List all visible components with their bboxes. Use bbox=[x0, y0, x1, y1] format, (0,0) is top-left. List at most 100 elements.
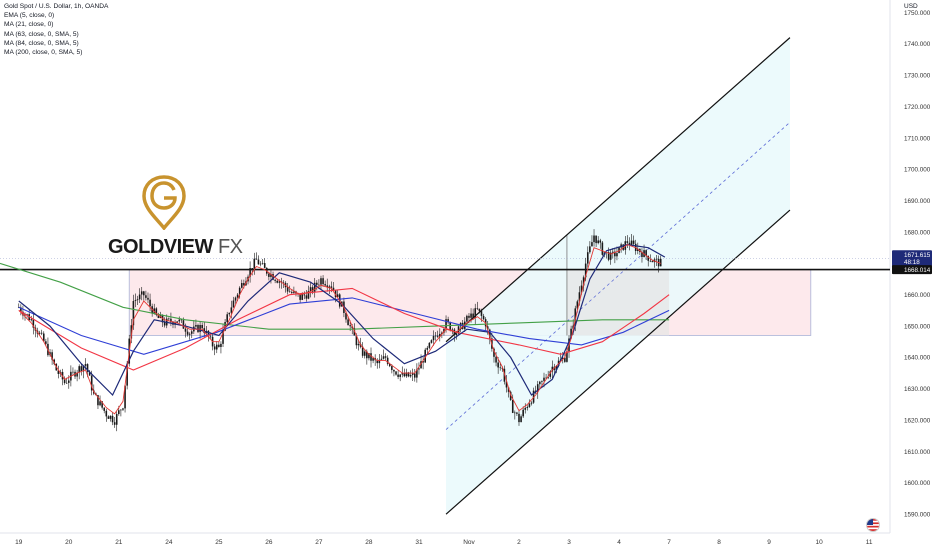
candle-body bbox=[332, 287, 335, 291]
candle-body bbox=[589, 246, 591, 253]
candle-body bbox=[403, 373, 406, 377]
candle-body bbox=[649, 260, 652, 262]
candle-body bbox=[445, 319, 447, 330]
price-tick-label: 1640.000 bbox=[904, 355, 931, 362]
candle-body bbox=[72, 371, 74, 373]
candle-body bbox=[578, 292, 581, 302]
candle-body bbox=[101, 401, 103, 408]
price-tick-label: 1620.000 bbox=[904, 417, 931, 424]
ema5-line bbox=[18, 244, 661, 415]
candle-body bbox=[65, 382, 68, 384]
candle-body bbox=[326, 285, 329, 288]
candle-body bbox=[109, 415, 112, 419]
candle-body bbox=[386, 357, 389, 364]
candle-body bbox=[232, 300, 235, 308]
candle-body bbox=[511, 399, 514, 413]
candle-body bbox=[336, 294, 339, 298]
candle-body bbox=[405, 372, 408, 377]
candle-body bbox=[574, 308, 577, 326]
candle-body bbox=[138, 294, 141, 300]
candle-body bbox=[647, 255, 650, 261]
candle-body bbox=[655, 258, 658, 260]
ma21-line bbox=[18, 243, 666, 397]
candle-body bbox=[547, 376, 549, 378]
candle-body bbox=[203, 328, 206, 334]
candle-body bbox=[384, 356, 387, 358]
candle-body bbox=[124, 385, 126, 409]
time-tick-label: 9 bbox=[767, 539, 771, 546]
candle-body bbox=[466, 315, 468, 322]
candle-body bbox=[416, 369, 418, 378]
candle-body bbox=[140, 291, 143, 295]
candle-body bbox=[609, 252, 612, 260]
time-tick-label: 28 bbox=[365, 539, 373, 546]
candle-body bbox=[249, 268, 251, 277]
candle-body bbox=[90, 375, 93, 391]
candle-body bbox=[409, 374, 412, 377]
time-tick-label: 3 bbox=[567, 539, 571, 546]
candle-body bbox=[301, 294, 304, 300]
candle-body bbox=[614, 251, 616, 257]
price-axis: 1590.000 1600.000 1610.000 1620.000 1630.000… bbox=[892, 10, 932, 518]
price-tick-label: 1730.000 bbox=[904, 73, 931, 80]
candle-body bbox=[270, 274, 272, 277]
candle-body bbox=[541, 380, 543, 382]
candle-body bbox=[115, 413, 118, 425]
candle-body bbox=[176, 321, 178, 323]
candle-body bbox=[42, 333, 45, 342]
candle-body bbox=[311, 287, 314, 292]
candle-body bbox=[497, 362, 499, 368]
candle-body bbox=[370, 353, 372, 361]
candle-body bbox=[451, 329, 454, 331]
price-tick-label: 1660.000 bbox=[904, 292, 931, 299]
candle-body bbox=[40, 332, 43, 334]
candle-body bbox=[20, 307, 22, 312]
candle-body bbox=[155, 308, 158, 316]
candle-body bbox=[393, 369, 395, 372]
price-tick-label: 1740.000 bbox=[904, 41, 931, 48]
us-flag-icon[interactable] bbox=[866, 518, 880, 532]
candle-body bbox=[226, 314, 228, 323]
candle-body bbox=[413, 373, 416, 378]
candle-body bbox=[126, 363, 128, 386]
time-tick-label: 10 bbox=[816, 539, 824, 546]
candle-body bbox=[178, 319, 181, 322]
candle-body bbox=[453, 329, 456, 336]
candle-body bbox=[626, 241, 629, 243]
ma63-line bbox=[18, 287, 670, 371]
candle-body bbox=[286, 287, 289, 292]
candle-body bbox=[122, 408, 124, 410]
candle-body bbox=[180, 319, 183, 321]
candle-body bbox=[63, 379, 66, 383]
candle-body bbox=[230, 307, 233, 313]
candle-body bbox=[561, 357, 564, 360]
candle-body bbox=[207, 330, 210, 337]
price-tick-label: 1690.000 bbox=[904, 198, 931, 205]
legend-ma63: MA (63, close, 0, SMA, 5) bbox=[4, 30, 79, 38]
candle-body bbox=[307, 290, 310, 299]
candle-body bbox=[113, 422, 116, 425]
candle-body bbox=[430, 340, 433, 343]
candle-body bbox=[420, 361, 422, 369]
candle-body bbox=[184, 328, 187, 332]
location-pin-icon bbox=[142, 175, 186, 230]
candle-body bbox=[530, 402, 533, 404]
channel-mid-line bbox=[445, 121, 791, 430]
candle-body bbox=[168, 318, 170, 320]
brand-light: FX bbox=[217, 236, 243, 258]
candle-body bbox=[215, 344, 218, 350]
legend-ema5: EMA (5, close, 0) bbox=[4, 12, 55, 20]
candle-body bbox=[57, 370, 60, 374]
ma200-line bbox=[0, 262, 670, 330]
candle-body bbox=[616, 253, 618, 257]
candle-body bbox=[345, 312, 347, 320]
time-tick-label: 24 bbox=[165, 539, 173, 546]
candle-body bbox=[395, 371, 397, 375]
candle-body bbox=[391, 366, 393, 370]
candle-body bbox=[24, 314, 26, 316]
candle-body bbox=[447, 319, 449, 323]
time-tick-label: 27 bbox=[315, 539, 323, 546]
candle-body bbox=[536, 384, 539, 393]
candle-body bbox=[201, 325, 203, 329]
